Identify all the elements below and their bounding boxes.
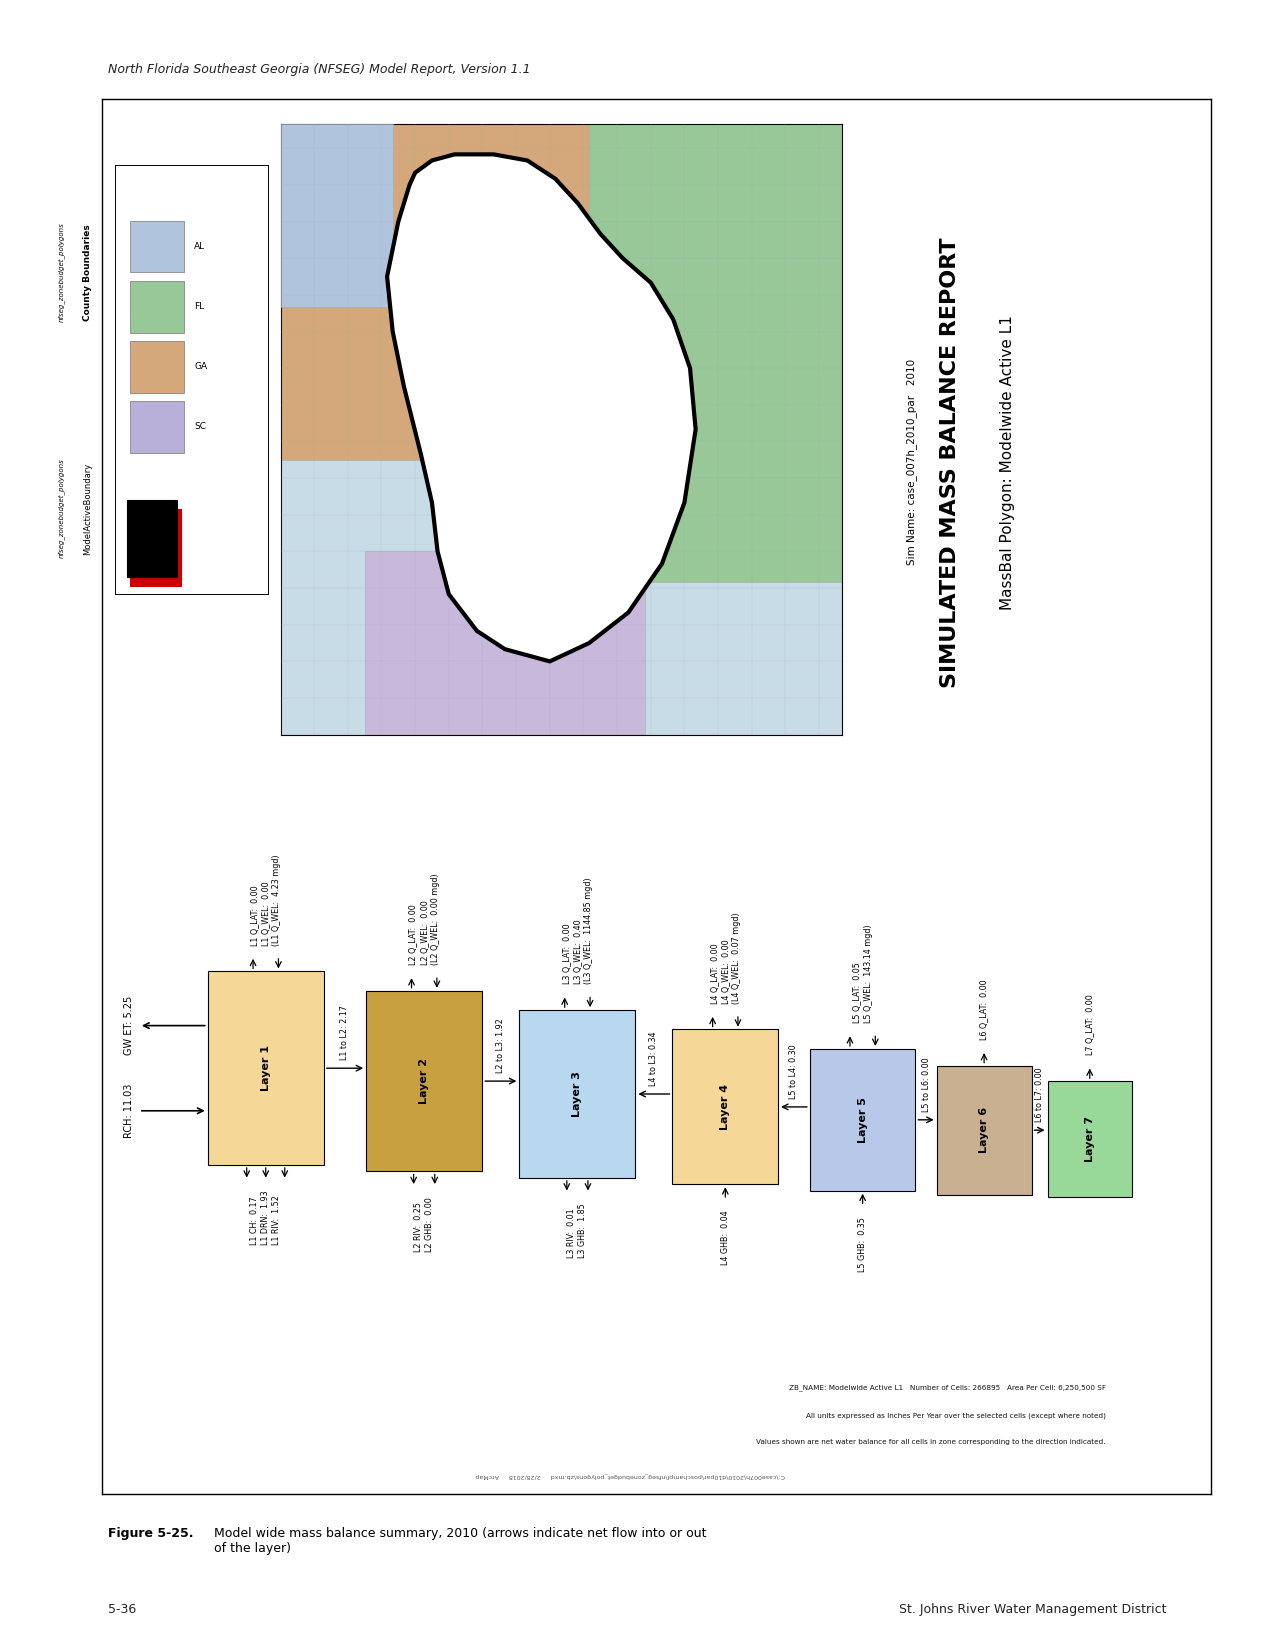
Text: 5-36: 5-36 [108,1603,136,1616]
Text: L6 to L7: 0.00: L6 to L7: 0.00 [1035,1068,1044,1123]
Bar [672,1030,778,1184]
Text: L5 GHB:  0.35: L5 GHB: 0.35 [858,1217,867,1271]
Text: C:\case007h\2010\d10par\poschampl\nfseg_zonebudget_polygons\zb.mxd     2/28/2018: C:\case007h\2010\d10par\poschampl\nfseg_… [476,1473,785,1479]
Polygon shape [589,124,842,581]
Bar [130,281,184,332]
Text: AL: AL [194,243,205,251]
Bar [366,991,482,1172]
Text: Layer 7: Layer 7 [1085,1116,1095,1162]
Bar [937,1065,1031,1195]
Text: SC: SC [194,423,207,431]
Text: Layer 2: Layer 2 [419,1058,430,1105]
Text: L2 RIV:  0.25
L2 GHB:  0.00: L2 RIV: 0.25 L2 GHB: 0.00 [414,1197,435,1251]
Bar [208,971,324,1166]
Text: L1 Q_LAT:  0.00
L1 Q_WEL:  0.00
(L1 Q_WEL:  4.23 mgd): L1 Q_LAT: 0.00 L1 Q_WEL: 0.00 (L1 Q_WEL:… [250,854,282,946]
Text: L2 to L3: 1.92: L2 to L3: 1.92 [496,1019,505,1073]
Text: ZB_NAME: Modelwide Active L1   Number of Cells: 266895   Area Per Cell: 6,250,50: ZB_NAME: Modelwide Active L1 Number of C… [789,1384,1105,1390]
Polygon shape [280,124,589,459]
Text: County Boundaries: County Boundaries [83,225,92,320]
Text: North Florida Southeast Georgia (NFSEG) Model Report, Version 1.1: North Florida Southeast Georgia (NFSEG) … [108,63,530,76]
Text: L1 CH:  0.17
L1 DRN:  1.93
L1 RIV:  1.52: L1 CH: 0.17 L1 DRN: 1.93 L1 RIV: 1.52 [250,1190,282,1245]
Bar [130,342,184,393]
Text: L5 to L4: 0.30: L5 to L4: 0.30 [789,1045,798,1100]
Text: L2 Q_LAT:  0.00
L2 Q_WEL:  0.00
(L2 Q_WEL:  0.00 mgd): L2 Q_LAT: 0.00 L2 Q_WEL: 0.00 (L2 Q_WEL:… [408,873,440,964]
Bar [130,401,184,452]
Text: All units expressed as Inches Per Year over the selected cells (except where not: All units expressed as Inches Per Year o… [806,1413,1105,1420]
Text: L5 to L6: 0.00: L5 to L6: 0.00 [922,1057,931,1113]
Text: L5 Q_LAT:  0.05
L5 Q_WEL:  143.14 mgd): L5 Q_LAT: 0.05 L5 Q_WEL: 143.14 mgd) [853,925,872,1024]
Text: L3 Q_LAT:  0.00
L3 Q_WEL:  0.40
(L3 Q_WEL:  1144.85 mgd): L3 Q_LAT: 0.00 L3 Q_WEL: 0.40 (L3 Q_WEL:… [562,878,593,984]
Bar [519,1010,635,1177]
Text: GA: GA [194,362,208,371]
Text: St. Johns River Water Management District: St. Johns River Water Management Distric… [899,1603,1167,1616]
Text: Values shown are net water balance for all cells in zone corresponding to the di: Values shown are net water balance for a… [756,1440,1105,1445]
Bar [810,1048,915,1190]
Text: Layer 6: Layer 6 [979,1108,989,1152]
Text: SIMULATED MASS BALANCE REPORT: SIMULATED MASS BALANCE REPORT [940,238,960,687]
Text: RCH: 11.03: RCH: 11.03 [124,1083,134,1138]
Bar [128,500,177,578]
Text: Layer 4: Layer 4 [720,1083,731,1129]
Text: L4 to L3: 0.34: L4 to L3: 0.34 [649,1032,658,1086]
Polygon shape [280,124,393,307]
Text: L6 Q_LAT:  0.00: L6 Q_LAT: 0.00 [979,979,988,1040]
Text: Figure 5-25.: Figure 5-25. [108,1527,194,1540]
Text: Layer 3: Layer 3 [572,1071,583,1118]
Text: Sim Name: case_007h_2010_par   2010: Sim Name: case_007h_2010_par 2010 [907,360,917,565]
Polygon shape [365,551,645,735]
Text: FL: FL [194,302,204,312]
Text: L1 to L2: 2.17: L1 to L2: 2.17 [340,1005,349,1060]
Bar [130,221,184,272]
Polygon shape [388,155,696,662]
Text: GW ET: 5.25: GW ET: 5.25 [124,996,134,1055]
Text: Layer 1: Layer 1 [261,1045,270,1091]
Text: L4 Q_LAT:  0.00
L4 Q_WEL:  0.00
(L4 Q_WEL:  0.07 mgd): L4 Q_LAT: 0.00 L4 Q_WEL: 0.00 (L4 Q_WEL:… [710,911,741,1004]
Text: L7 Q_LAT:  0.00: L7 Q_LAT: 0.00 [1085,994,1094,1055]
Text: ModelActiveBoundary: ModelActiveBoundary [83,462,92,555]
Bar [130,509,181,586]
Bar [1048,1081,1132,1197]
Text: nfseg_zonebudget_polygons: nfseg_zonebudget_polygons [57,223,65,322]
Text: Model wide mass balance summary, 2010 (arrows indicate net flow into or out
    : Model wide mass balance summary, 2010 (a… [198,1527,706,1555]
Text: MassBal Polygon: Modelwide Active L1: MassBal Polygon: Modelwide Active L1 [1000,315,1015,609]
Text: Layer 5: Layer 5 [858,1096,867,1142]
Text: L3 RIV:  0.01
L3 GHB:  1.85: L3 RIV: 0.01 L3 GHB: 1.85 [567,1204,588,1258]
Text: L4 GHB:  0.04: L4 GHB: 0.04 [720,1210,729,1265]
Text: nfseg_zonebudget_polygons: nfseg_zonebudget_polygons [57,459,65,558]
